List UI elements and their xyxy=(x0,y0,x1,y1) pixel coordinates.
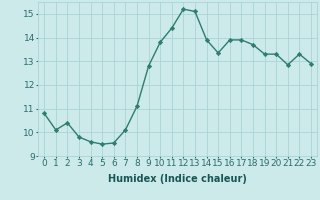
X-axis label: Humidex (Indice chaleur): Humidex (Indice chaleur) xyxy=(108,174,247,184)
